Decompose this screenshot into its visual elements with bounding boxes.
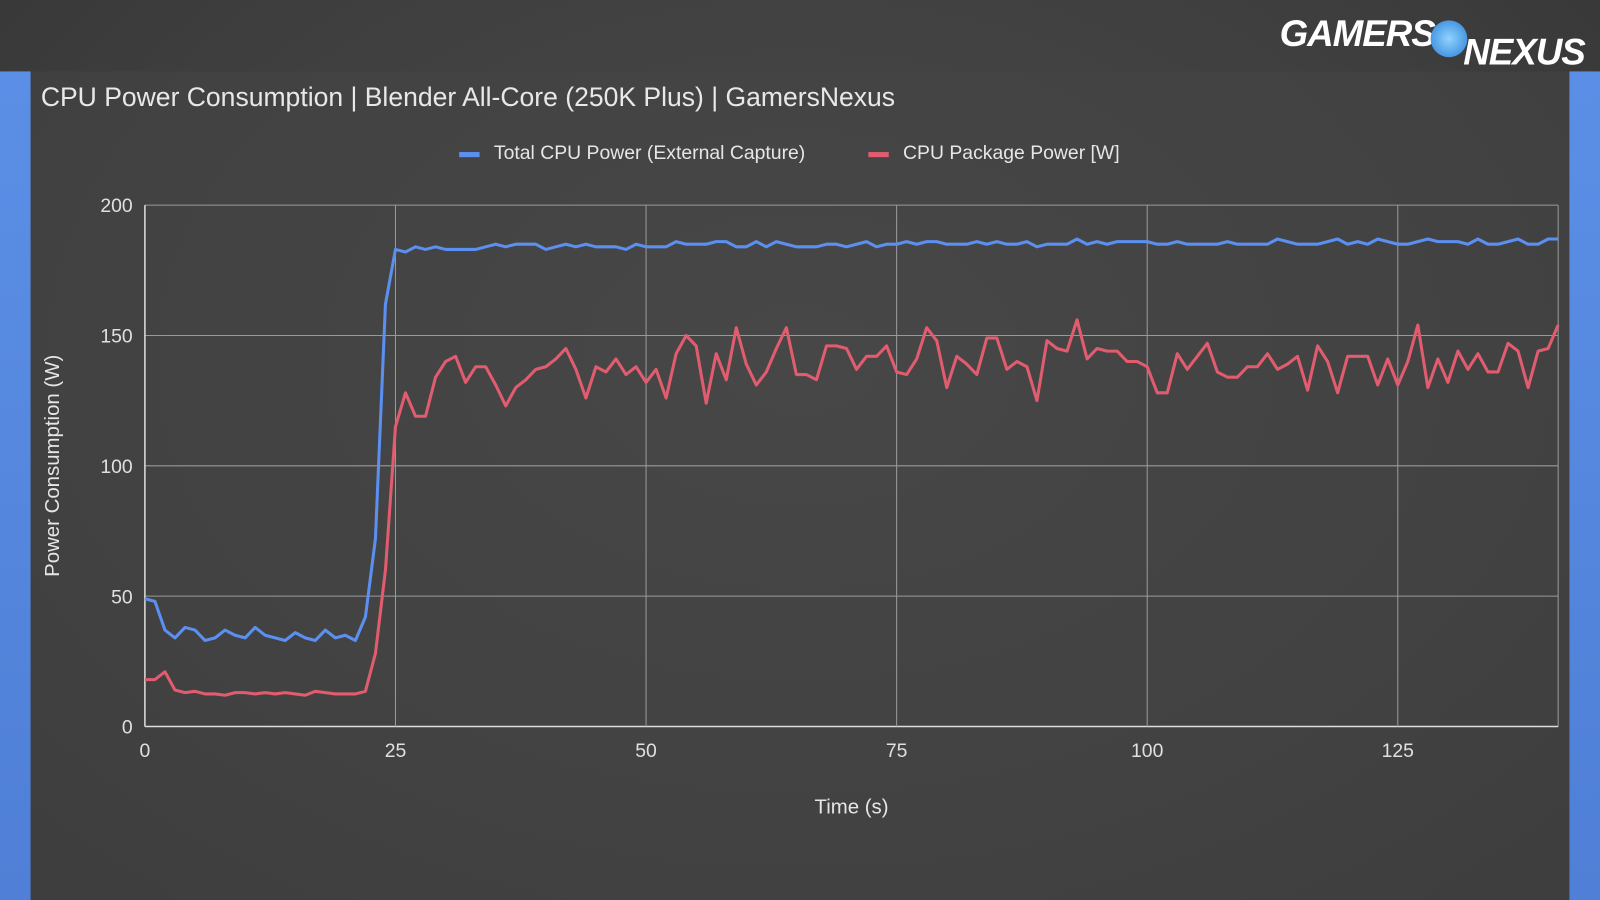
logo-text-nexus: NEXUS (1463, 30, 1585, 73)
x-tick-label: 125 (1382, 740, 1414, 762)
x-tick-label: 25 (385, 740, 407, 762)
left-accent-bar (0, 71, 31, 900)
logo-text-gamers: GAMERS (1279, 12, 1436, 55)
legend-label: CPU Package Power [W] (903, 142, 1120, 165)
x-axis-label: Time (s) (815, 796, 889, 818)
logo-emblem-icon (1430, 20, 1468, 58)
legend-item-package-power: CPU Package Power [W] (868, 142, 1120, 165)
series-line-0 (144, 237, 1559, 643)
y-tick-label: 150 (100, 326, 133, 348)
legend-swatch-blue (459, 151, 480, 157)
x-tick-label: 50 (635, 740, 657, 762)
y-tick-label: 0 (122, 717, 133, 739)
y-tick-label: 200 (100, 195, 133, 217)
gamersnexus-logo: GAMERS NEXUS (1279, 12, 1586, 72)
right-accent-bar (1569, 71, 1600, 900)
y-tick-label: 100 (100, 456, 133, 478)
series-line-1 (144, 318, 1560, 697)
chart-title: CPU Power Consumption | Blender All-Core… (40, 81, 896, 113)
y-tick-label: 50 (111, 586, 133, 608)
x-tick-label: 100 (1131, 740, 1164, 762)
chart-panel (30, 71, 1570, 900)
legend-label: Total CPU Power (External Capture) (493, 142, 806, 165)
legend-item-total-cpu: Total CPU Power (External Capture) (459, 143, 805, 165)
x-tick-label: 0 (140, 740, 151, 762)
legend-swatch-red (868, 151, 889, 157)
y-axis-label: Power Consumption (W) (42, 355, 64, 577)
x-tick-label: 75 (886, 740, 908, 762)
